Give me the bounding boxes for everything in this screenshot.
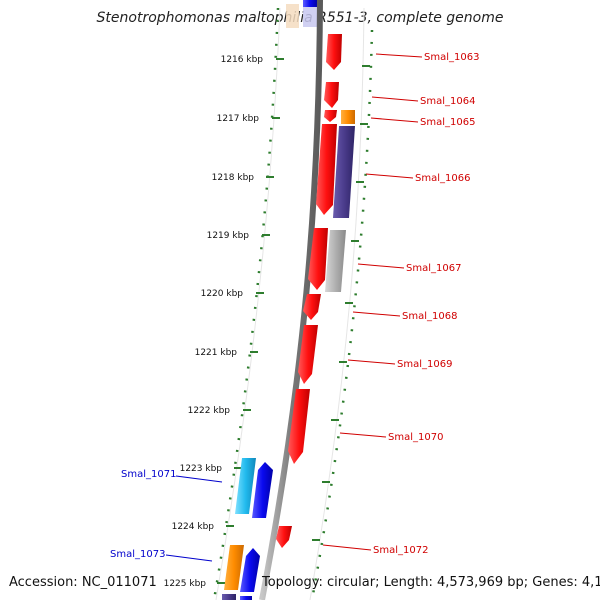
leader-line xyxy=(371,96,419,102)
gene-label-smal-1064: Smal_1064 xyxy=(420,96,475,107)
kbp-ticks: 1216 kbp 1217 kbp 1218 kbp 1219 kbp 1220… xyxy=(164,55,284,589)
gene-smal-1066-feature xyxy=(333,126,355,218)
gene-smal-1065-feature xyxy=(341,110,355,124)
gene-smal-1068 xyxy=(303,294,321,320)
left-track-border xyxy=(215,7,281,600)
gene-smal-1070 xyxy=(288,389,310,464)
gene-label-smal-1068: Smal_1068 xyxy=(402,311,457,322)
leader-line xyxy=(375,53,423,58)
left-tick-track xyxy=(212,7,280,600)
gene-partial-bottom-blue xyxy=(240,596,252,600)
tick-label: 1217 kbp xyxy=(217,114,260,124)
gene-label-leaders xyxy=(165,53,423,562)
gene-partial-top-blue xyxy=(303,0,317,7)
colored-genes xyxy=(222,110,355,600)
leader-line xyxy=(322,544,372,551)
gene-smal-1067-feature xyxy=(325,230,346,292)
tick-label: 1221 kbp xyxy=(195,348,238,358)
gene-label-smal-1065: Smal_1065 xyxy=(420,117,475,128)
leader-line xyxy=(165,554,213,562)
leader-line xyxy=(347,359,396,365)
forward-genes xyxy=(276,34,342,548)
leader-line xyxy=(370,117,419,123)
tick-label: 1223 kbp xyxy=(180,464,223,474)
gene-smal-1066 xyxy=(316,124,337,215)
gene-partial-top-lavender xyxy=(303,7,317,27)
gene-label-smal-1071: Smal_1071 xyxy=(121,469,176,480)
tick-label: 1225 kbp xyxy=(164,579,207,589)
tick-label: 1222 kbp xyxy=(188,406,231,416)
gene-smal-1067 xyxy=(308,228,328,290)
page-title: Stenotrophomonas maltophilia R551-3, com… xyxy=(96,10,504,26)
gene-smal-1071 xyxy=(235,458,256,514)
leader-line xyxy=(365,173,414,179)
leader-line xyxy=(357,263,405,269)
leader-line xyxy=(339,432,387,438)
genome-summary: Topology: circular; Length: 4,573,969 bp… xyxy=(262,575,600,590)
right-ticks xyxy=(312,65,370,541)
genome-backbone xyxy=(259,0,323,600)
gene-smal-1073 xyxy=(240,548,260,592)
gene-smal-1069 xyxy=(298,325,318,384)
gene-label-smal-1069: Smal_1069 xyxy=(397,359,452,370)
leader-line xyxy=(352,311,401,317)
gene-smal-1064 xyxy=(324,82,339,108)
gene-partial-top-beige xyxy=(286,4,299,28)
right-track-border xyxy=(309,7,365,600)
gene-partial-bottom-navy xyxy=(222,594,236,600)
tick-label: 1224 kbp xyxy=(172,522,215,532)
gene-smal-1071-blue xyxy=(252,462,273,518)
gene-smal-1072 xyxy=(276,526,292,548)
gene-smal-1065 xyxy=(324,110,337,122)
tick-label: 1218 kbp xyxy=(212,173,255,183)
gene-label-smal-1066: Smal_1066 xyxy=(415,173,470,184)
tick-label: 1220 kbp xyxy=(201,289,244,299)
gene-smal-1073-orange xyxy=(224,545,244,590)
accession-label: Accession: NC_011071 xyxy=(9,575,157,590)
leader-line xyxy=(175,475,223,483)
tick-label: 1219 kbp xyxy=(207,231,250,241)
gene-label-smal-1063: Smal_1063 xyxy=(424,52,479,63)
gene-label-smal-1072: Smal_1072 xyxy=(373,545,428,556)
gene-label-smal-1073: Smal_1073 xyxy=(110,549,165,560)
tick-label: 1216 kbp xyxy=(221,55,264,65)
gene-label-smal-1070: Smal_1070 xyxy=(388,432,443,443)
gene-smal-1063 xyxy=(326,34,342,70)
gene-label-smal-1067: Smal_1067 xyxy=(406,263,461,274)
gene-labels: Smal_1063 Smal_1064 Smal_1065 Smal_1066 … xyxy=(110,52,479,560)
